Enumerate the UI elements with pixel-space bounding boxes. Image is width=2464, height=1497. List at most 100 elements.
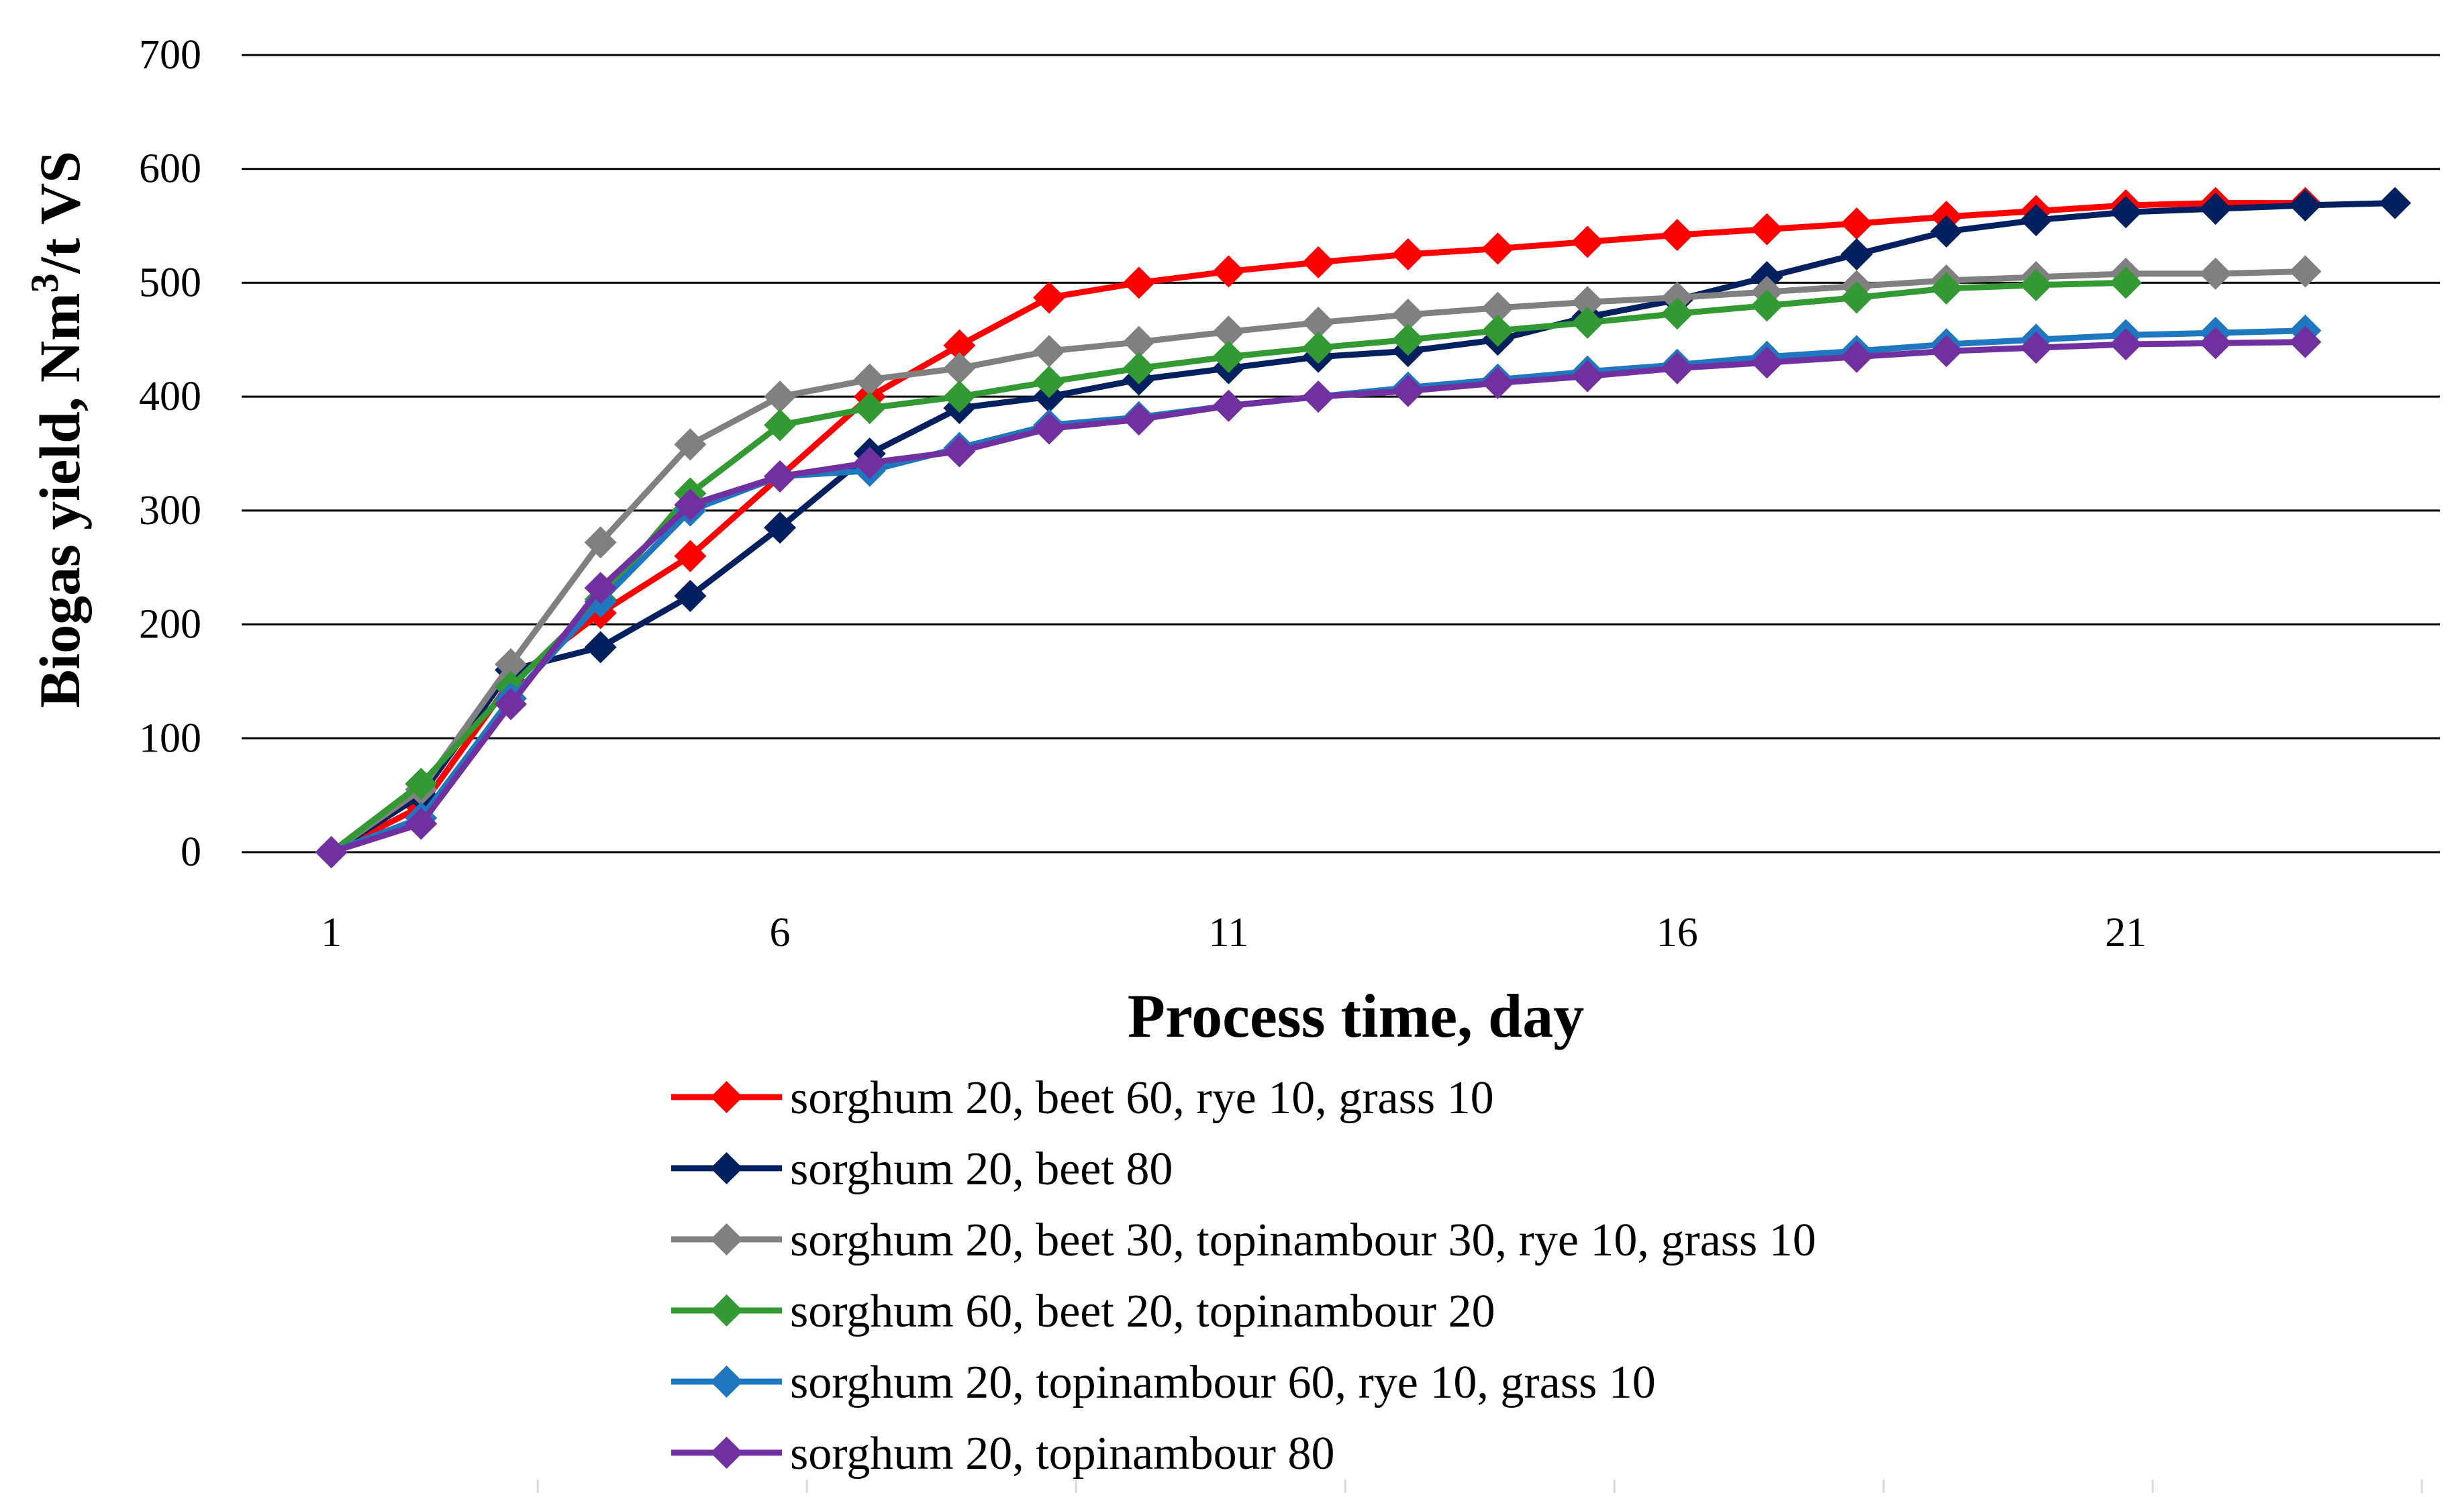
data-point [1033, 281, 1066, 314]
data-point [1930, 272, 1963, 305]
data-point [1840, 207, 1873, 240]
data-point [1302, 306, 1335, 339]
data-point [2289, 255, 2322, 288]
data-point [1122, 403, 1155, 436]
data-point [584, 572, 617, 605]
legend-label: sorghum 20, beet 60, rye 10, grass 10 [790, 1072, 1494, 1124]
data-point [1033, 366, 1066, 399]
data-point [1391, 298, 1424, 331]
data-point [1661, 297, 1693, 330]
data-point [1840, 281, 1873, 314]
data-point [1481, 291, 1514, 324]
data-point [1212, 340, 1245, 373]
legend-label: sorghum 20, topinambour 60, rye 10, gras… [790, 1357, 1656, 1408]
y-tick-label: 0 [181, 829, 201, 875]
legend-marker [710, 1152, 743, 1184]
data-point [1302, 380, 1335, 413]
data-point [764, 409, 797, 442]
legend-item: sorghum 60, beet 20, topinambour 20 [671, 1286, 1495, 1337]
y-tick-label: 100 [139, 715, 201, 761]
y-axis-title-prefix: Biogas yield, Nm [28, 293, 92, 708]
y-axis-tick-labels: 0 100 200 300 400 500 600 700 [139, 32, 201, 875]
data-point [1571, 306, 1604, 339]
data-point [1661, 352, 1693, 384]
x-tick-label: 11 [1209, 910, 1249, 956]
y-tick-label: 200 [139, 602, 201, 648]
series-line [328, 200, 2398, 856]
x-tick-label: 6 [770, 910, 791, 956]
data-point [584, 631, 617, 664]
data-point [2020, 204, 2053, 237]
legend-label: sorghum 60, beet 20, topinambour 20 [790, 1286, 1495, 1337]
data-point [2110, 266, 2142, 299]
x-axis-title: Process time, day [1128, 982, 1584, 1050]
x-axis-minor-marks [536, 1480, 2423, 1493]
data-point [1033, 335, 1066, 368]
legend-marker [710, 1223, 743, 1255]
data-point [1571, 225, 1604, 258]
legend-item: sorghum 20, topinambour 60, rye 10, gras… [671, 1357, 1656, 1408]
legend-item: sorghum 20, beet 30, topinambour 30, rye… [671, 1215, 1816, 1266]
data-point [1481, 366, 1514, 399]
series-layer [315, 187, 2412, 868]
legend-marker [710, 1437, 743, 1469]
data-point [405, 807, 438, 840]
data-point [1751, 289, 1783, 322]
y-axis-title-sup: 3 [23, 273, 66, 293]
data-point [2289, 325, 2322, 358]
data-point [764, 460, 797, 493]
data-point [674, 488, 707, 521]
data-point [1212, 315, 1245, 348]
data-point [1302, 246, 1335, 278]
data-point [674, 539, 707, 572]
data-point [1212, 389, 1245, 422]
data-point [1391, 238, 1424, 270]
data-point [1212, 255, 1245, 288]
data-point [2379, 187, 2412, 219]
data-point [1122, 325, 1155, 358]
data-point [1481, 314, 1514, 347]
legend-item: sorghum 20, beet 80 [671, 1143, 1173, 1195]
legend-label: sorghum 20, beet 30, topinambour 30, rye… [790, 1215, 1816, 1266]
y-tick-label: 400 [139, 374, 201, 419]
data-point [1930, 215, 1963, 248]
y-tick-label: 600 [139, 146, 201, 192]
data-point [1751, 346, 1783, 379]
legend-marker [710, 1081, 743, 1113]
data-point [1122, 266, 1155, 299]
data-point [943, 329, 976, 362]
legend-label: sorghum 20, beet 80 [790, 1143, 1173, 1195]
legend-marker [710, 1365, 743, 1398]
data-point [1571, 286, 1604, 319]
x-tick-label: 16 [1657, 910, 1698, 956]
data-point [1033, 412, 1066, 445]
data-point [853, 392, 886, 425]
data-point [1930, 335, 1963, 368]
data-point [1840, 340, 1873, 373]
data-point [2020, 331, 2053, 364]
data-point [1751, 213, 1783, 246]
data-point [2289, 189, 2322, 222]
legend-item: sorghum 20, beet 60, rye 10, grass 10 [671, 1072, 1494, 1124]
data-point [764, 511, 797, 544]
data-point [764, 380, 797, 413]
legend: sorghum 20, beet 60, rye 10, grass 10 sor… [671, 1072, 1816, 1480]
data-point [853, 363, 886, 396]
data-point [1661, 219, 1693, 252]
data-point [943, 380, 976, 413]
data-point [1840, 238, 1873, 270]
data-point [405, 768, 438, 801]
data-point [495, 688, 528, 721]
data-point [1391, 374, 1424, 407]
legend-marker [710, 1294, 743, 1327]
legend-label: sorghum 20, topinambour 80 [790, 1428, 1334, 1480]
x-tick-label: 21 [2105, 910, 2147, 956]
y-axis-title-suffix: /t VS [28, 151, 92, 274]
data-point [943, 435, 976, 468]
data-point [495, 648, 528, 680]
data-point [853, 446, 886, 479]
data-point [1302, 331, 1335, 364]
data-point [1391, 323, 1424, 356]
data-point [1481, 232, 1514, 265]
